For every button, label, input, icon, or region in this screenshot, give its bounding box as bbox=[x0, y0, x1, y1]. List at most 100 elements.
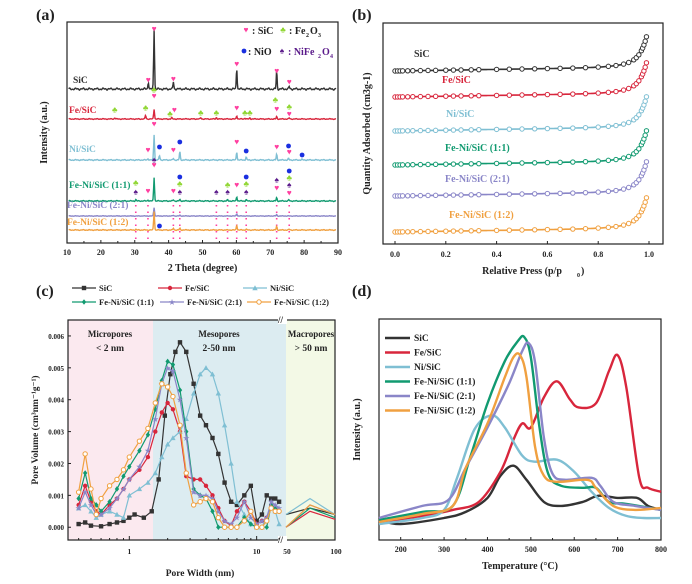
nio-marker-icon bbox=[243, 174, 249, 180]
sic-marker-icon: ♥ bbox=[152, 160, 157, 169]
data-point bbox=[642, 38, 648, 44]
data-point bbox=[399, 193, 406, 199]
sic-marker-icon: ♥ bbox=[287, 147, 292, 156]
data-point bbox=[203, 423, 209, 428]
data-point bbox=[234, 502, 240, 508]
plot-frame bbox=[378, 318, 662, 541]
series-fe-ni-sic-1-1 bbox=[76, 358, 336, 531]
data-point bbox=[613, 122, 619, 129]
data-point bbox=[476, 92, 482, 99]
data-point: ★ bbox=[190, 489, 197, 497]
data-point bbox=[153, 429, 158, 434]
data-point bbox=[642, 163, 648, 169]
data-point bbox=[107, 521, 112, 527]
data-point: ★ bbox=[136, 463, 143, 471]
series-label-sic: SiC bbox=[73, 76, 88, 86]
data-point bbox=[152, 470, 159, 476]
data-point bbox=[493, 92, 500, 99]
macro-line bbox=[285, 510, 336, 528]
data-point bbox=[582, 225, 589, 232]
data-point bbox=[532, 126, 538, 132]
legend-label-fe-ni-sic-1-1: Fe-Ni/SiC (1:1) bbox=[414, 377, 475, 388]
data-point bbox=[76, 495, 81, 502]
data-point bbox=[582, 90, 589, 97]
y-tick-label: 0.006 bbox=[48, 333, 64, 341]
data-point bbox=[410, 162, 416, 168]
data-point bbox=[82, 502, 88, 508]
data-point bbox=[643, 60, 650, 66]
data-point bbox=[197, 499, 203, 505]
fe2o3-marker-icon: ♣ bbox=[225, 180, 231, 189]
y-axis-title: Pore Volume (cm³nm⁻¹g⁻¹) bbox=[30, 375, 41, 484]
data-point bbox=[410, 229, 416, 235]
nife2o4-marker-icon: ♠ bbox=[214, 187, 219, 196]
data-point bbox=[203, 365, 209, 371]
data-point bbox=[642, 98, 648, 104]
region-macropores bbox=[286, 320, 335, 540]
legend-a: ♥: SiC ♣: Fe 2 O 3: NiO ♠: NiFe 2 O 4 bbox=[241, 25, 333, 60]
region-label: Macropores bbox=[288, 329, 335, 339]
nio-marker-icon bbox=[241, 48, 247, 54]
data-point bbox=[170, 361, 176, 368]
data-point bbox=[493, 66, 500, 73]
data-point bbox=[93, 511, 99, 518]
fe2o3-marker-icon: ♣ bbox=[143, 103, 149, 112]
y-tick-label: 0.001 bbox=[48, 492, 64, 500]
data-point bbox=[443, 127, 449, 133]
data-point: ★ bbox=[183, 434, 190, 442]
data-point bbox=[216, 451, 221, 457]
data-point: ★ bbox=[120, 485, 127, 493]
data-point bbox=[137, 447, 142, 454]
fe2o3-marker-icon: ♣ bbox=[247, 108, 253, 117]
panel-c: // // (c) Micropores < 2 nm Mesopores 2-50 nm M… bbox=[30, 283, 342, 579]
data-point bbox=[493, 126, 500, 133]
x-tick-label: 300 bbox=[438, 545, 450, 554]
data-point bbox=[506, 227, 512, 233]
data-point bbox=[82, 451, 88, 457]
panel-label-d: (d) bbox=[352, 283, 372, 300]
data-point bbox=[126, 492, 133, 498]
sic-marker-icon: ♥ bbox=[287, 188, 292, 197]
legend-label-ni-sic: Ni/SiC bbox=[414, 363, 441, 373]
data-point bbox=[120, 514, 127, 520]
series-fe-sic bbox=[378, 353, 662, 524]
data-point bbox=[82, 470, 88, 476]
data-point bbox=[268, 505, 274, 511]
data-point bbox=[190, 390, 197, 396]
series-fe-ni-sic-1-2 bbox=[75, 381, 336, 530]
legend-label-nio: : NiO bbox=[248, 47, 272, 58]
data-point bbox=[209, 371, 216, 377]
data-point bbox=[170, 393, 176, 400]
data-point bbox=[613, 62, 619, 69]
data-point bbox=[156, 477, 161, 482]
data-point bbox=[417, 127, 424, 134]
data-point bbox=[468, 161, 474, 167]
data-point bbox=[468, 228, 474, 234]
data-point bbox=[190, 502, 197, 508]
data-point bbox=[242, 493, 247, 498]
sic-marker-icon: ♥ bbox=[287, 109, 292, 118]
y-axis-title: Intensity (a.u.) bbox=[352, 398, 363, 461]
x-tick-label: 1.0 bbox=[644, 250, 654, 259]
data-point bbox=[76, 521, 81, 527]
data-point bbox=[215, 514, 222, 521]
subscript: 4 bbox=[330, 54, 333, 60]
data-point bbox=[582, 64, 589, 71]
data-point: ★ bbox=[165, 364, 172, 372]
data-point bbox=[458, 161, 464, 167]
region-mesopores bbox=[153, 320, 286, 540]
data-point bbox=[248, 483, 254, 488]
x-tick-label: 800 bbox=[655, 545, 667, 554]
data-point bbox=[476, 191, 482, 198]
data-point bbox=[164, 441, 171, 447]
sic-marker-icon: ♥ bbox=[171, 145, 176, 154]
sic-marker-icon: ♥ bbox=[274, 66, 279, 75]
data-point bbox=[595, 90, 601, 96]
fe2o3-marker-icon: ♣ bbox=[243, 179, 249, 188]
data-point bbox=[405, 229, 411, 235]
data-point bbox=[203, 495, 209, 502]
nife2o4-marker-icon: ♠ bbox=[274, 175, 279, 184]
data-point bbox=[582, 124, 589, 131]
data-point bbox=[532, 227, 538, 233]
data-point bbox=[643, 195, 650, 201]
